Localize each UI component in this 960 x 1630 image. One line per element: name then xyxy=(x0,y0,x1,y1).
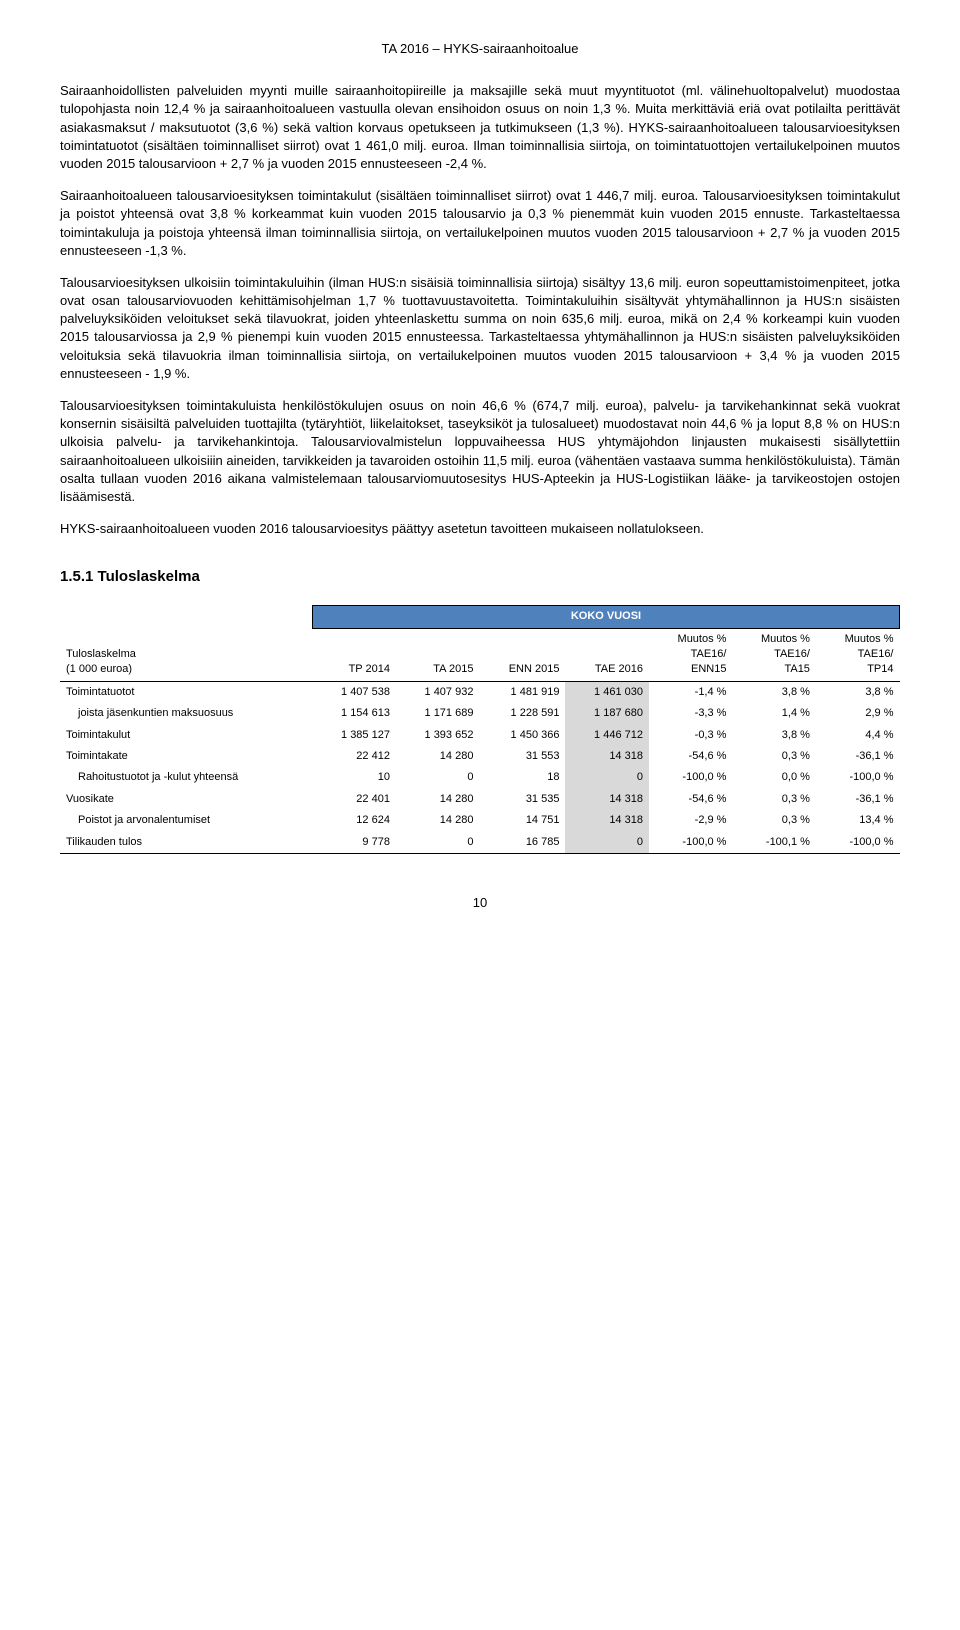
table-row: joista jäsenkuntien maksuosuus1 154 6131… xyxy=(60,703,900,724)
paragraph-5: HYKS-sairaanhoitoalueen vuoden 2016 talo… xyxy=(60,520,900,538)
table-row: Poistot ja arvonalentumiset12 62414 2801… xyxy=(60,810,900,831)
paragraph-3: Talousarvioesityksen ulkoisiin toimintak… xyxy=(60,274,900,383)
cell: -54,6 % xyxy=(649,746,732,767)
row-label: Tilikauden tulos xyxy=(60,832,312,854)
cell: -100,0 % xyxy=(816,767,900,788)
cell: 0,3 % xyxy=(732,746,815,767)
cell: -3,3 % xyxy=(649,703,732,724)
page-number: 10 xyxy=(60,894,900,912)
section-heading: 1.5.1 Tuloslaskelma xyxy=(60,566,900,587)
paragraph-4: Talousarvioesityksen toimintakuluista he… xyxy=(60,397,900,506)
paragraph-1: Sairaanhoidollisten palveluiden myynti m… xyxy=(60,82,900,173)
cell: -100,1 % xyxy=(732,832,815,854)
cell: -0,3 % xyxy=(649,725,732,746)
col-ta2015: TA 2015 xyxy=(396,628,480,681)
cell: 18 xyxy=(479,767,565,788)
cell: 14 751 xyxy=(479,810,565,831)
cell: 14 280 xyxy=(396,789,480,810)
table-banner: KOKO VUOSI xyxy=(312,606,899,628)
cell: 1 450 366 xyxy=(479,725,565,746)
cell: 14 318 xyxy=(565,746,649,767)
cell: 1,4 % xyxy=(732,703,815,724)
table-left-head-l1: Tuloslaskelma xyxy=(66,647,306,662)
cell: 1 154 613 xyxy=(312,703,396,724)
table-row: Rahoitustuotot ja -kulut yhteensä100180-… xyxy=(60,767,900,788)
cell: 1 481 919 xyxy=(479,681,565,703)
row-label: Vuosikate xyxy=(60,789,312,810)
cell: 3,8 % xyxy=(732,725,815,746)
cell: 0 xyxy=(396,832,480,854)
cell: 16 785 xyxy=(479,832,565,854)
table-row: Toimintakulut1 385 1271 393 6521 450 366… xyxy=(60,725,900,746)
cell: 9 778 xyxy=(312,832,396,854)
cell: -54,6 % xyxy=(649,789,732,810)
cell: -100,0 % xyxy=(649,832,732,854)
cell: 0,0 % xyxy=(732,767,815,788)
tuloslaskelma-table: KOKO VUOSI Tuloslaskelma (1 000 euroa) T… xyxy=(60,605,900,854)
row-label: joista jäsenkuntien maksuosuus xyxy=(60,703,312,724)
cell: 1 385 127 xyxy=(312,725,396,746)
cell: 2,9 % xyxy=(816,703,900,724)
cell: 0,3 % xyxy=(732,789,815,810)
cell: 3,8 % xyxy=(732,681,815,703)
col-tp2014: TP 2014 xyxy=(312,628,396,681)
table-left-head-l2: (1 000 euroa) xyxy=(66,662,306,677)
cell: 0 xyxy=(396,767,480,788)
row-label: Rahoitustuotot ja -kulut yhteensä xyxy=(60,767,312,788)
table-row: Toimintatuotot1 407 5381 407 9321 481 91… xyxy=(60,681,900,703)
cell: 13,4 % xyxy=(816,810,900,831)
row-label: Toimintakate xyxy=(60,746,312,767)
cell: 31 553 xyxy=(479,746,565,767)
col-muutos-tp14: Muutos %TAE16/TP14 xyxy=(816,628,900,681)
cell: -100,0 % xyxy=(649,767,732,788)
cell: 1 407 538 xyxy=(312,681,396,703)
cell: 14 280 xyxy=(396,810,480,831)
cell: 1 407 932 xyxy=(396,681,480,703)
cell: 3,8 % xyxy=(816,681,900,703)
cell: 14 280 xyxy=(396,746,480,767)
col-tae2016: TAE 2016 xyxy=(565,628,649,681)
cell: 22 412 xyxy=(312,746,396,767)
table-row: Tilikauden tulos9 778016 7850-100,0 %-10… xyxy=(60,832,900,854)
cell: 14 318 xyxy=(565,789,649,810)
table-left-head: Tuloslaskelma (1 000 euroa) xyxy=(60,628,312,681)
cell: -1,4 % xyxy=(649,681,732,703)
cell: -36,1 % xyxy=(816,746,900,767)
table-row: Vuosikate22 40114 28031 53514 318-54,6 %… xyxy=(60,789,900,810)
cell: 1 446 712 xyxy=(565,725,649,746)
cell: 1 171 689 xyxy=(396,703,480,724)
row-label: Poistot ja arvonalentumiset xyxy=(60,810,312,831)
cell: 10 xyxy=(312,767,396,788)
cell: 12 624 xyxy=(312,810,396,831)
cell: 1 461 030 xyxy=(565,681,649,703)
cell: 14 318 xyxy=(565,810,649,831)
row-label: Toimintatuotot xyxy=(60,681,312,703)
cell: 1 393 652 xyxy=(396,725,480,746)
cell: 4,4 % xyxy=(816,725,900,746)
table-row: Toimintakate22 41214 28031 55314 318-54,… xyxy=(60,746,900,767)
cell: 0 xyxy=(565,767,649,788)
cell: -36,1 % xyxy=(816,789,900,810)
cell: 22 401 xyxy=(312,789,396,810)
col-muutos-enn15: Muutos %TAE16/ENN15 xyxy=(649,628,732,681)
cell: 31 535 xyxy=(479,789,565,810)
cell: 1 187 680 xyxy=(565,703,649,724)
cell: 1 228 591 xyxy=(479,703,565,724)
page-header: TA 2016 – HYKS-sairaanhoitoalue xyxy=(60,40,900,58)
row-label: Toimintakulut xyxy=(60,725,312,746)
cell: 0 xyxy=(565,832,649,854)
col-muutos-ta15: Muutos %TAE16/TA15 xyxy=(732,628,815,681)
cell: 0,3 % xyxy=(732,810,815,831)
col-enn2015: ENN 2015 xyxy=(479,628,565,681)
cell: -2,9 % xyxy=(649,810,732,831)
cell: -100,0 % xyxy=(816,832,900,854)
paragraph-2: Sairaanhoitoalueen talousarvioesityksen … xyxy=(60,187,900,260)
